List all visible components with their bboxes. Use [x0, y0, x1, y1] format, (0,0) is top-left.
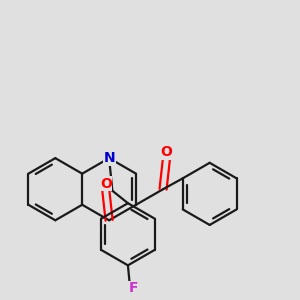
Text: O: O: [100, 177, 112, 190]
Text: F: F: [129, 281, 138, 295]
Text: O: O: [160, 146, 172, 160]
Text: N: N: [103, 151, 115, 165]
